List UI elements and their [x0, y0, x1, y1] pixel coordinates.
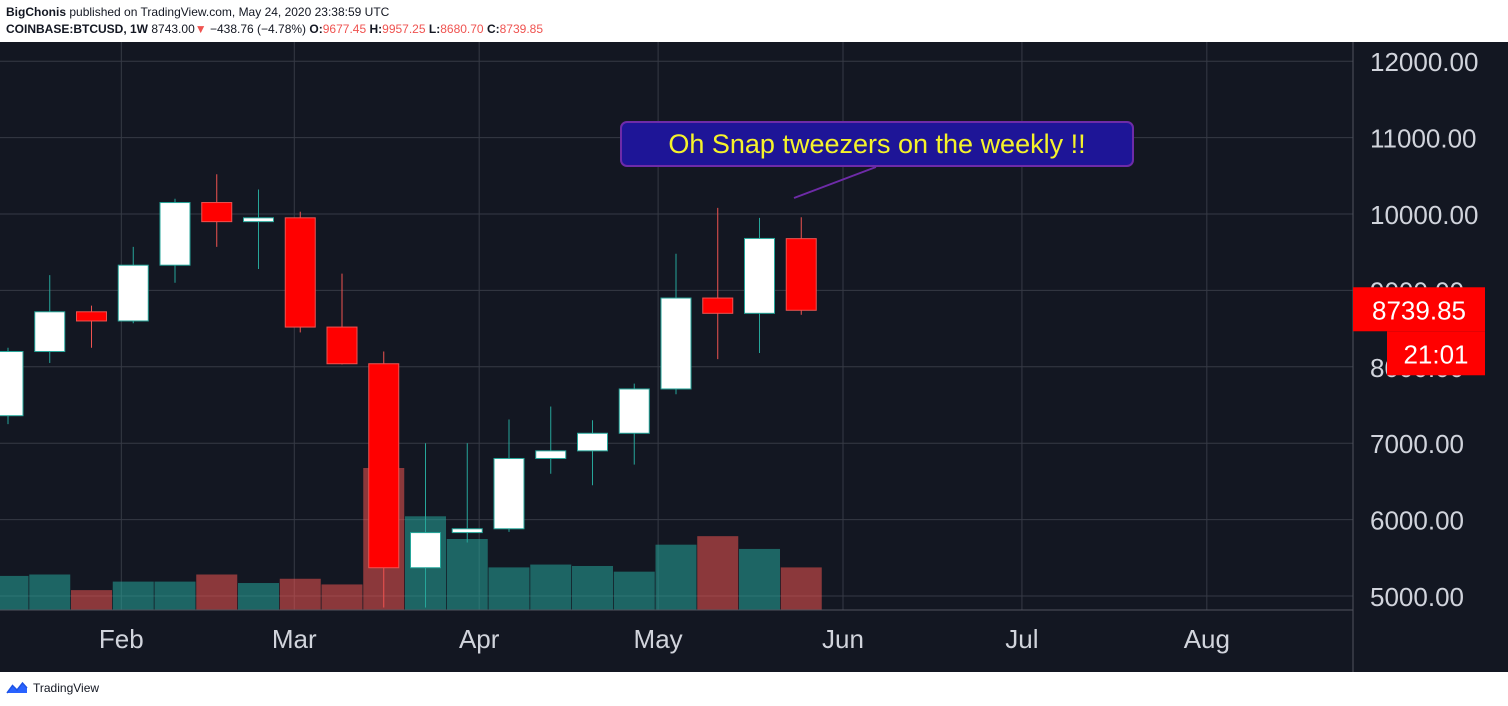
- candle-body: [326, 326, 358, 365]
- open-value: 9677.45: [322, 22, 367, 36]
- candle-body: [159, 202, 191, 266]
- volume-bars: [0, 468, 822, 610]
- last-price-label: 8739.85: [1372, 295, 1466, 325]
- annotation-callout[interactable]: Oh Snap tweezers on the weekly !!: [620, 121, 1134, 167]
- x-tick-label: Mar: [272, 624, 317, 654]
- volume-bar: [697, 536, 739, 610]
- candle-body: [201, 202, 233, 223]
- candle-body: [410, 532, 441, 569]
- candle-body: [76, 311, 107, 322]
- countdown-label: 21:01: [1403, 339, 1468, 369]
- countdown-label-bg: [1387, 331, 1485, 376]
- close-value: 8739.85: [499, 22, 544, 36]
- chart-header: BigChonis published on TradingView.com, …: [0, 0, 1508, 42]
- volume-bar: [613, 571, 655, 610]
- volume-bar: [0, 575, 29, 610]
- footer: TradingView: [0, 672, 1508, 706]
- volume-bar: [572, 565, 613, 610]
- high-label: H:: [369, 22, 383, 36]
- candle-body: [243, 217, 274, 223]
- last-price: 8743.00: [151, 22, 195, 36]
- publish-info: BigChonis published on TradingView.com, …: [6, 5, 389, 19]
- last-price-label-bg: [1353, 287, 1485, 332]
- candle-body: [34, 311, 66, 353]
- volume-bar: [71, 590, 112, 610]
- candle-body: [660, 297, 692, 390]
- volume-bar: [530, 564, 572, 610]
- candle-body: [577, 432, 608, 452]
- y-tick-label: 12000.00: [1370, 47, 1478, 77]
- volume-bar: [196, 574, 238, 610]
- candle-body: [618, 388, 650, 434]
- candle-body: [0, 351, 24, 417]
- author-name[interactable]: BigChonis: [6, 5, 66, 19]
- candle-body: [702, 297, 734, 314]
- candle-body: [117, 264, 149, 322]
- candle-body: [368, 363, 400, 569]
- volume-bar: [446, 539, 488, 610]
- candle-body: [744, 237, 775, 314]
- x-tick-label: Feb: [99, 624, 144, 654]
- candle-body: [493, 457, 525, 530]
- down-arrow-icon: ▼: [194, 22, 207, 36]
- tradingview-brand[interactable]: TradingView: [6, 681, 99, 695]
- published-text: published on TradingView.com, May 24, 20…: [69, 5, 390, 19]
- volume-bar: [780, 567, 822, 610]
- volume-bar: [655, 544, 697, 610]
- volume-bar: [154, 581, 196, 610]
- high-value: 9957.25: [382, 22, 426, 36]
- axes: 5000.006000.007000.008000.009000.0010000…: [0, 42, 1485, 672]
- candles: [0, 174, 817, 608]
- x-tick-label: May: [634, 624, 683, 654]
- tradingview-logo-icon: [6, 681, 28, 694]
- x-tick-label: Jun: [822, 624, 864, 654]
- volume-bar: [29, 574, 71, 610]
- symbol-info: COINBASE:BTCUSD, 1W 8743.00▼ −438.76 (−4…: [6, 22, 543, 36]
- x-tick-label: Aug: [1184, 624, 1230, 654]
- volume-bar: [279, 578, 321, 610]
- volume-bar: [321, 584, 363, 610]
- price-change: −438.76 (−4.78%): [209, 22, 307, 36]
- candle-body: [535, 450, 567, 459]
- candle-body: [785, 238, 817, 311]
- x-tick-label: Apr: [459, 624, 500, 654]
- low-label: L:: [428, 22, 441, 36]
- volume-bar: [488, 567, 530, 610]
- volume-bar: [238, 583, 279, 610]
- open-label: O:: [309, 22, 323, 36]
- volume-bar: [112, 581, 154, 610]
- callout-pointer: [793, 166, 877, 199]
- candle-body: [284, 217, 316, 328]
- y-tick-label: 7000.00: [1370, 429, 1464, 459]
- y-tick-label: 11000.00: [1370, 124, 1477, 154]
- close-label: C:: [486, 22, 500, 36]
- y-tick-label: 5000.00: [1370, 582, 1464, 612]
- x-tick-label: Jul: [1005, 624, 1038, 654]
- symbol-name[interactable]: COINBASE:BTCUSD, 1W: [6, 22, 149, 36]
- volume-bar: [739, 548, 780, 610]
- y-tick-label: 6000.00: [1370, 506, 1464, 536]
- candle-body: [451, 528, 483, 534]
- brand-label: TradingView: [33, 681, 100, 695]
- low-value: 8680.70: [440, 22, 484, 36]
- y-tick-label: 10000.00: [1370, 200, 1478, 230]
